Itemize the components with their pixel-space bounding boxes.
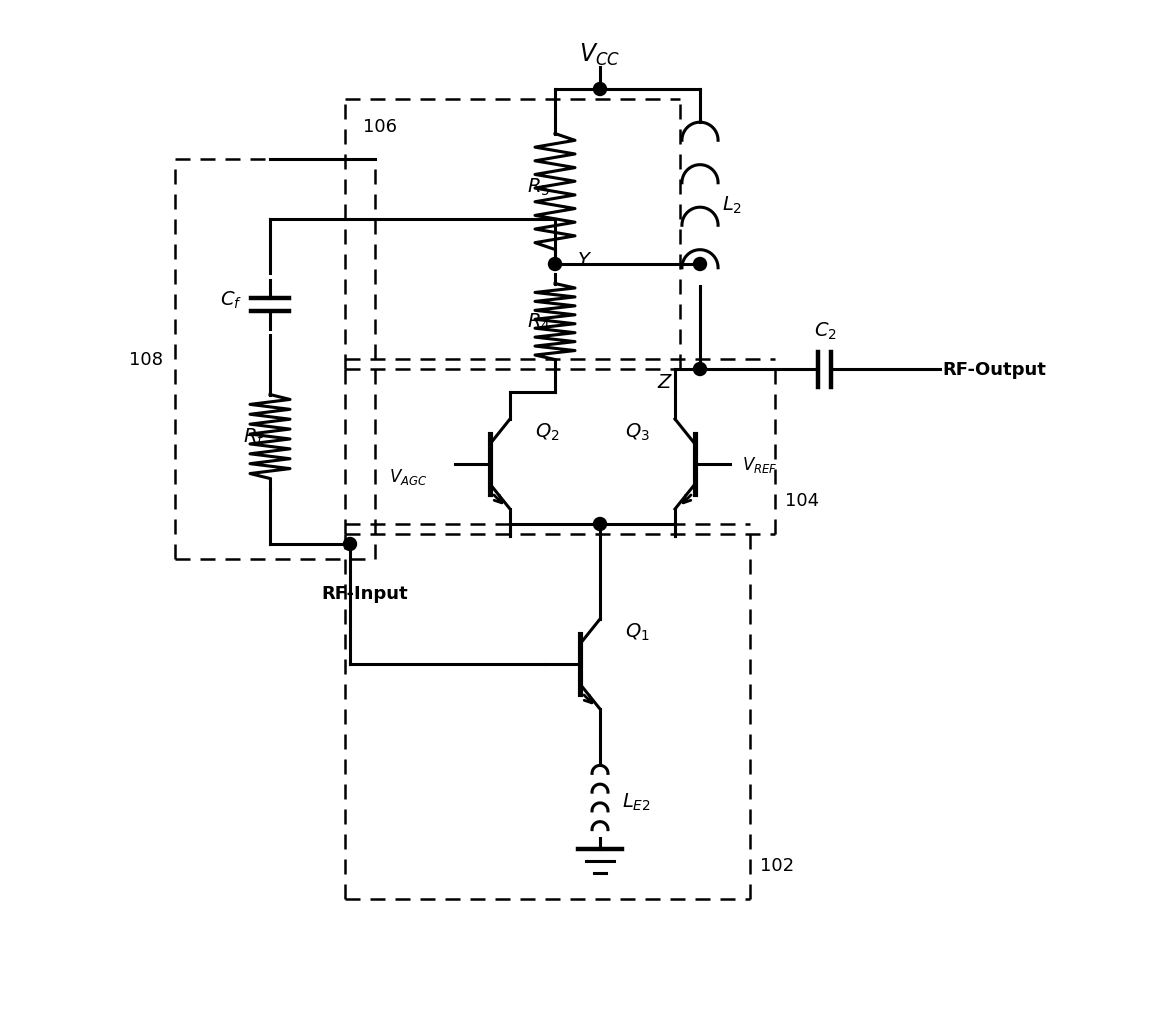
Text: 108: 108	[129, 351, 163, 369]
Text: $Q_2$: $Q_2$	[535, 421, 560, 442]
Circle shape	[594, 518, 607, 531]
Text: $V_{REF}$: $V_{REF}$	[743, 454, 777, 475]
Circle shape	[694, 363, 706, 376]
Text: $L_{E2}$: $L_{E2}$	[622, 791, 651, 812]
Text: 106: 106	[363, 118, 397, 136]
Text: $R_5$: $R_5$	[526, 176, 550, 198]
Text: $V_{CC}$: $V_{CC}$	[580, 42, 621, 68]
Circle shape	[694, 258, 706, 271]
Text: $C_f$: $C_f$	[220, 289, 242, 311]
Text: 104: 104	[786, 491, 819, 510]
Text: $C_2$: $C_2$	[813, 320, 837, 341]
Text: $V_{AGC}$: $V_{AGC}$	[388, 467, 426, 486]
Text: $Q_3$: $Q_3$	[625, 421, 650, 442]
Text: $R_4$: $R_4$	[526, 312, 550, 333]
Text: $Y$: $Y$	[578, 251, 593, 269]
Circle shape	[594, 84, 607, 97]
Text: 102: 102	[760, 856, 794, 874]
Circle shape	[548, 258, 561, 271]
Text: RF-Output: RF-Output	[942, 361, 1046, 379]
Text: $Z$: $Z$	[657, 373, 673, 391]
Circle shape	[344, 538, 357, 551]
Text: $R_f$: $R_f$	[243, 426, 265, 447]
Text: $L_2$: $L_2$	[722, 195, 743, 215]
Text: RF-Input: RF-Input	[322, 585, 408, 602]
Text: $Q_1$: $Q_1$	[625, 622, 650, 642]
